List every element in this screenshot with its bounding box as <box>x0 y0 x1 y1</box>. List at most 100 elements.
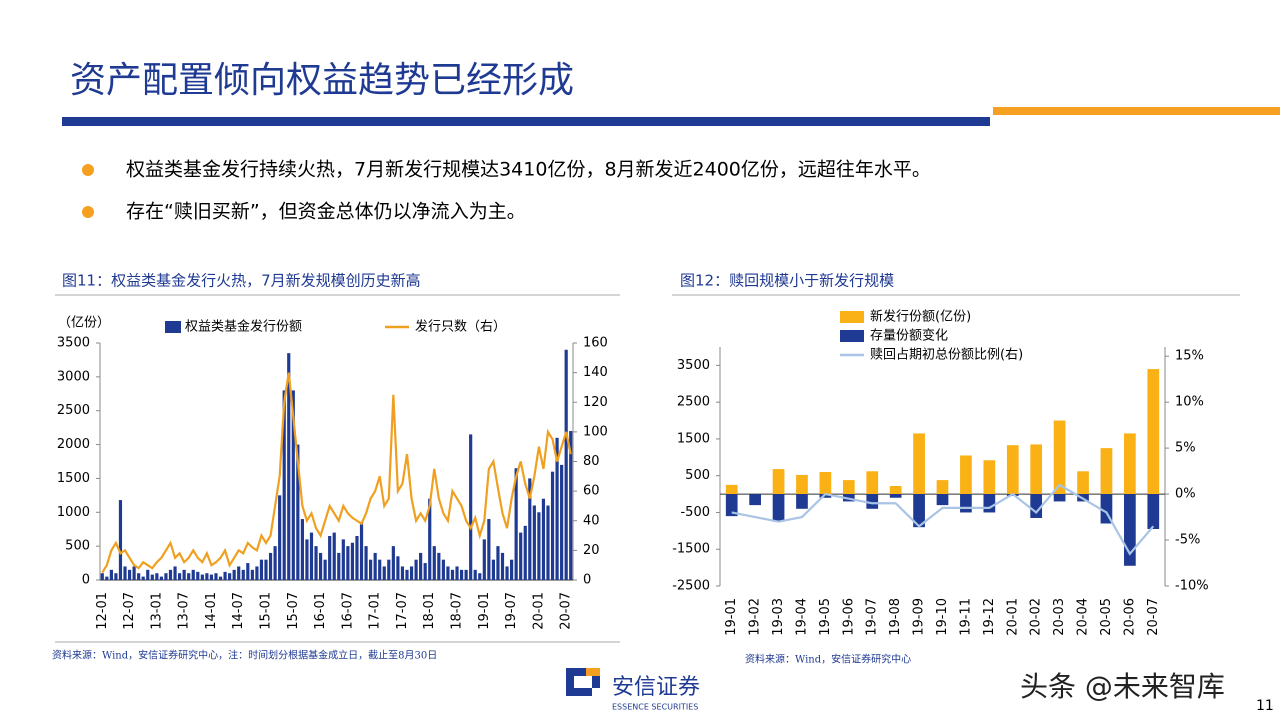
bar <box>255 566 259 580</box>
bar <box>541 498 546 580</box>
bar <box>1006 445 1019 495</box>
y2-tick-label: 60 <box>583 484 600 499</box>
bar <box>913 433 925 495</box>
bar <box>100 573 104 580</box>
y2-tick-label: -5% <box>1175 533 1200 548</box>
x-tick-label: 20-02 <box>1029 598 1044 636</box>
bar <box>1030 494 1043 518</box>
x-tick-label: 17-01 <box>368 592 383 630</box>
y2-tick-label: 10% <box>1175 395 1204 410</box>
bar <box>960 494 972 513</box>
bar <box>168 569 173 580</box>
bar <box>866 471 879 495</box>
x-tick-label: 13-07 <box>177 592 192 630</box>
source: 资料来源：Wind，安信证券研究中心 <box>745 653 911 666</box>
bar <box>150 574 154 580</box>
bar <box>446 566 450 580</box>
bar <box>155 573 159 580</box>
bar <box>214 573 218 580</box>
x-tick-label: 15-07 <box>286 592 301 630</box>
bar <box>550 471 555 580</box>
line <box>731 483 1155 556</box>
bar <box>1147 369 1160 495</box>
bar <box>205 573 209 580</box>
bar <box>305 539 309 580</box>
line <box>101 372 572 574</box>
y-tick-label: 2000 <box>57 437 90 452</box>
bar <box>328 535 332 580</box>
bar <box>796 474 808 495</box>
bullet: 存在“赎旧买新”，但资金总体仍以净流入为主。 <box>126 201 526 223</box>
bullet-dot <box>82 164 94 176</box>
bar <box>537 512 541 580</box>
x-tick-label: 16-07 <box>340 592 355 630</box>
y-tick-label: 3500 <box>677 358 710 373</box>
bar <box>118 500 123 580</box>
bar <box>560 464 564 580</box>
bar <box>177 573 182 580</box>
bar <box>364 546 368 580</box>
y-tick-label: 1500 <box>57 471 90 486</box>
bar <box>473 569 477 580</box>
bar <box>109 569 113 580</box>
title-rule <box>62 117 990 126</box>
bar <box>359 522 364 580</box>
x-tick-label: 19-08 <box>888 598 903 636</box>
bar <box>1124 494 1136 566</box>
bar <box>414 559 418 580</box>
chart-title: 图12：赎回规模小于新发行规模 <box>680 272 894 290</box>
y2-tick-label: 40 <box>583 513 600 528</box>
bar <box>200 574 204 580</box>
y2-tick-label: 160 <box>583 336 608 351</box>
bar <box>437 552 441 580</box>
bar <box>137 573 141 580</box>
x-tick-label: 19-04 <box>794 598 809 636</box>
y-tick-label: 1500 <box>677 431 710 446</box>
bar <box>983 494 996 513</box>
y-tick-label: 0 <box>82 573 90 588</box>
bar <box>396 556 400 580</box>
bar <box>1100 448 1113 495</box>
bar <box>523 525 527 580</box>
x-tick-label: 16-01 <box>313 592 328 630</box>
bar <box>546 505 550 580</box>
bar <box>323 559 327 580</box>
bar <box>400 566 405 580</box>
bar <box>300 519 304 580</box>
bar <box>237 566 241 580</box>
x-tick-label: 19-10 <box>935 598 950 636</box>
bar <box>246 563 250 580</box>
bar <box>409 566 414 580</box>
bar <box>350 542 355 580</box>
y-tick-label: -500 <box>680 505 710 520</box>
x-tick-label: 19-07 <box>504 592 519 630</box>
y2-tick-label: 5% <box>1175 441 1196 456</box>
bar <box>223 571 227 580</box>
bar <box>273 546 277 580</box>
bar <box>960 455 972 495</box>
logo-text: 安信证券 <box>612 675 700 700</box>
bar <box>259 559 264 580</box>
bullet-dot <box>82 206 94 218</box>
bar <box>332 532 336 580</box>
x-tick-label: 13-01 <box>149 592 164 630</box>
bar <box>318 552 323 580</box>
y-tick-label: -1500 <box>672 542 710 557</box>
x-tick-label: 12-01 <box>95 592 110 630</box>
bar <box>146 569 150 580</box>
bar <box>268 552 273 580</box>
bar <box>450 569 455 580</box>
legend-label: 存量份额变化 <box>870 328 948 344</box>
legend-label: 发行只数（右） <box>415 319 506 335</box>
x-tick-label: 20-07 <box>559 592 574 630</box>
logo-en: ESSENCE SECURITIES <box>612 703 698 712</box>
page-number: 11 <box>1256 698 1274 714</box>
bar <box>250 569 254 580</box>
legend-label: 赎回占期初总份额比例(右) <box>870 348 1023 363</box>
logo-accent <box>586 668 600 676</box>
x-tick-label: 19-09 <box>912 598 927 636</box>
bar <box>337 552 341 580</box>
chart-title: 图11：权益类基金发行火热，7月新发规模创历史新高 <box>62 272 421 290</box>
legend-label: 权益类基金发行份额 <box>185 319 302 335</box>
